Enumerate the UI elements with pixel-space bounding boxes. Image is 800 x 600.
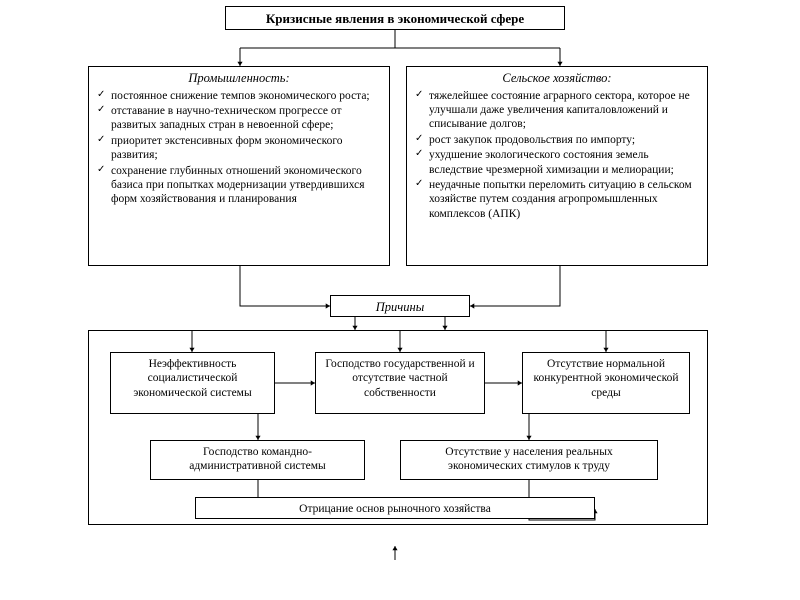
- list-item: тяжелейшее состояние аграрного сектора, …: [427, 89, 699, 132]
- cause-4-node: Господство командно-административной сис…: [150, 440, 365, 480]
- title-node: Кризисные явления в экономической сфере: [225, 6, 565, 30]
- industry-header: Промышленность:: [97, 71, 381, 87]
- cause-5-node: Отсутствие у населения реальных экономич…: [400, 440, 658, 480]
- list-item: сохранение глубинных отноше­ний экономич…: [109, 164, 381, 207]
- list-item: неудачные попытки переломить ситуацию в …: [427, 178, 699, 221]
- agriculture-list: тяжелейшее состояние аграрного сектора, …: [415, 89, 699, 221]
- agriculture-header: Сельское хозяйство:: [415, 71, 699, 87]
- industry-list: постоянное снижение темпов экономическог…: [97, 89, 381, 207]
- list-item: отставание в научно-техниче­ском прогрес…: [109, 104, 381, 133]
- list-item: рост закупок продовольствия по импорту;: [427, 133, 699, 147]
- cause-6-node: Отрицание основ рыночного хозяйства: [195, 497, 595, 519]
- list-item: постоянное снижение темпов экономическог…: [109, 89, 381, 103]
- list-item: приоритет экстенсивных форм экономическо…: [109, 134, 381, 163]
- industry-node: Промышленность: постоянное снижение темп…: [88, 66, 390, 266]
- cause-2-node: Господство государственной и отсутствие …: [315, 352, 485, 414]
- cause-1-node: Неэффективность социалистической экономи…: [110, 352, 275, 414]
- causes-node: Причины: [330, 295, 470, 317]
- agriculture-node: Сельское хозяйство: тяжелейшее состояние…: [406, 66, 708, 266]
- cause-3-node: Отсутствие нормальной конкурентной эконо…: [522, 352, 690, 414]
- list-item: ухудшение экологического со­стояния земе…: [427, 148, 699, 177]
